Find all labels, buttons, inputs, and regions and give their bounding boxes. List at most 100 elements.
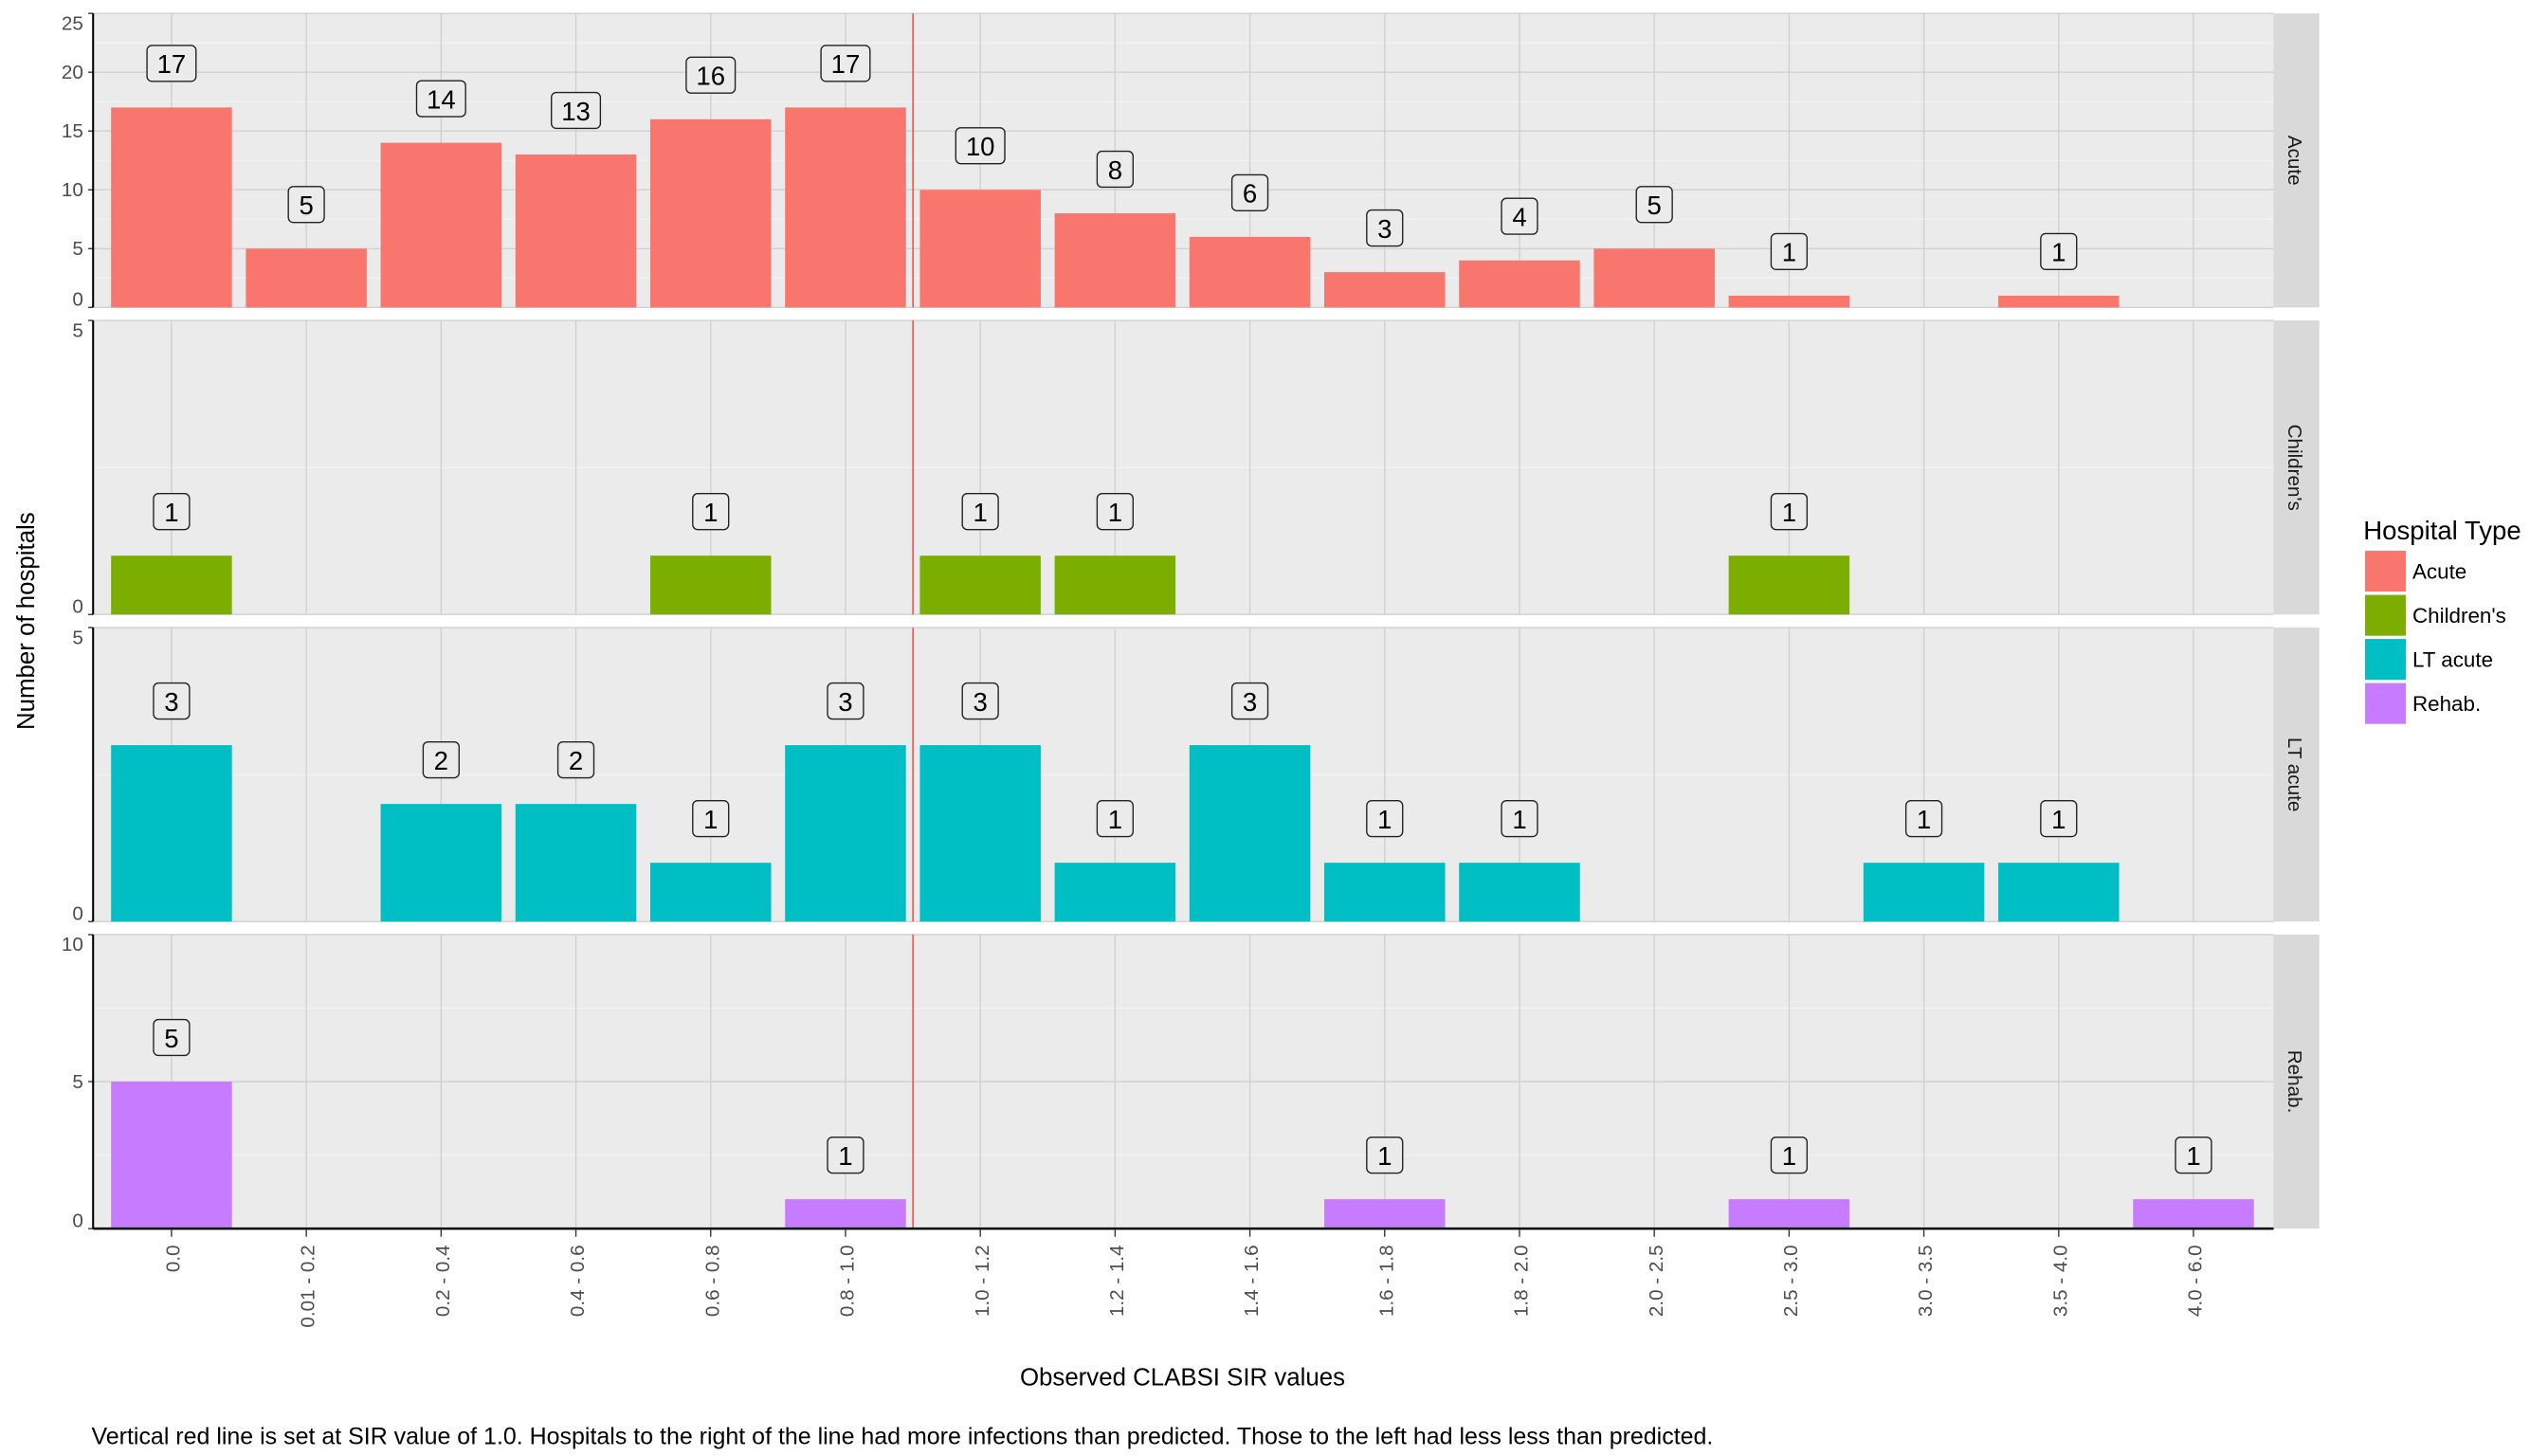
y-tick-label: 5 [72,319,83,341]
data-label: 1 [1108,498,1122,527]
legend-entry: LT acute [2412,647,2493,671]
bar [1998,295,2120,308]
facet-strip-label: Rehab. [2284,1050,2305,1114]
x-tick-label: 0.2 - 0.4 [432,1245,454,1317]
x-tick-label: 0.6 - 0.8 [701,1245,723,1317]
legend-swatch [2365,551,2407,592]
data-label: 3 [1377,214,1392,244]
bar [1728,555,1850,615]
data-label-box [1501,799,1538,838]
data-label: 5 [1647,191,1662,220]
data-label-box [961,682,999,720]
x-tick-label: 1.8 - 2.0 [1511,1245,1533,1317]
legend-title: Hospital Type [2363,516,2521,545]
data-label-box [827,1136,864,1174]
data-label-box [685,56,737,94]
facet-strip [2273,934,2320,1229]
x-axis: 0.0 0.01 - 0.2 0.2 - 0.4 0.4 - 0.6 0.6 - 0.8… [93,1227,2274,1328]
y-tick-label: 15 [62,120,83,142]
data-label: 17 [157,49,187,79]
y-tick-label: 0 [72,902,83,924]
bar [111,555,232,615]
bar [1054,863,1176,922]
y-tick-label: 0 [72,596,83,618]
bar [515,155,637,308]
data-label: 1 [838,1141,852,1171]
bar [1189,236,1311,308]
bar [1324,272,1446,308]
data-label-box [1770,232,1809,271]
data-label: 3 [973,687,987,717]
data-label-box [1096,493,1135,531]
data-label: 17 [831,49,861,79]
legend-entry: Children's [2412,604,2506,628]
y-tick-label: 0 [72,289,83,311]
data-label: 1 [1782,498,1796,527]
data-label-box [1770,1136,1809,1174]
facet-panel-lt-acute: 0 5 3 2 2 1 3 3 1 3 1 1 1 1 LT acute [72,627,2320,924]
data-label: 5 [164,1024,178,1053]
facet-panel-rehab-: 0 5 10 5 1 1 1 1 Rehab. [62,934,2320,1231]
bar [1863,863,1985,922]
x-tick-label: 2.0 - 2.5 [1646,1245,1667,1317]
data-label: 1 [2051,238,2066,267]
facet-strip [2273,628,2320,922]
data-label-box [820,45,871,82]
data-label: 1 [1377,1141,1392,1171]
bar [649,863,772,922]
data-label: 13 [561,97,591,126]
data-label-box [2040,232,2078,271]
x-tick-label: 1.2 - 1.4 [1106,1245,1128,1317]
data-label-box [1366,799,1404,838]
bar [919,555,1041,615]
y-tick-label: 10 [62,179,83,201]
bar [785,1199,906,1229]
data-label-box [955,127,1006,165]
data-label-box [153,493,191,531]
facet-panel-children-s: 0 5 1 1 1 1 1 Children's [72,319,2320,618]
y-tick-label: 0 [72,1210,83,1231]
data-label: 3 [1243,687,1257,717]
x-tick-label: 2.5 - 3.0 [1780,1245,1802,1317]
data-label-box [1366,1136,1404,1174]
bar [785,745,906,922]
data-label: 1 [703,498,718,527]
y-tick-label: 10 [62,934,83,956]
bar [1324,863,1446,922]
y-tick-label: 5 [72,1071,83,1093]
data-label-box [1635,186,1673,224]
y-tick-label: 5 [72,627,83,648]
data-label-box [1230,682,1269,720]
legend-swatch [2365,594,2407,636]
bar [2133,1199,2254,1229]
data-label-box [1770,493,1809,531]
data-label-box [1230,173,1269,211]
x-tick-label: 0.8 - 1.0 [837,1245,859,1317]
data-label-box [2040,799,2078,838]
bar [1998,863,2120,922]
data-label-box [415,80,466,118]
facet-strip [2273,13,2320,308]
data-label: 1 [1782,238,1796,267]
data-label-box [422,740,460,779]
bar [1459,863,1580,922]
legend: Hospital Type Acute Children's LT acute Reh… [2363,516,2521,724]
data-label: 10 [966,132,995,161]
x-tick-label: 1.4 - 1.6 [1241,1245,1263,1317]
bar [1054,555,1176,615]
bar [649,118,772,308]
data-label-box [692,799,730,838]
data-label: 16 [696,62,725,91]
caption: Vertical red line is set at SIR value of… [91,1424,1713,1450]
x-tick-label: 0.4 - 0.6 [567,1245,589,1317]
bar [919,190,1041,308]
data-label: 3 [838,687,852,717]
data-label: 6 [1243,179,1257,209]
bar [1593,248,1715,308]
facet-strip-label: LT acute [2284,737,2305,811]
x-tick-label: 4.0 - 6.0 [2185,1245,2207,1317]
data-label: 1 [2186,1141,2200,1171]
bar [111,107,232,308]
